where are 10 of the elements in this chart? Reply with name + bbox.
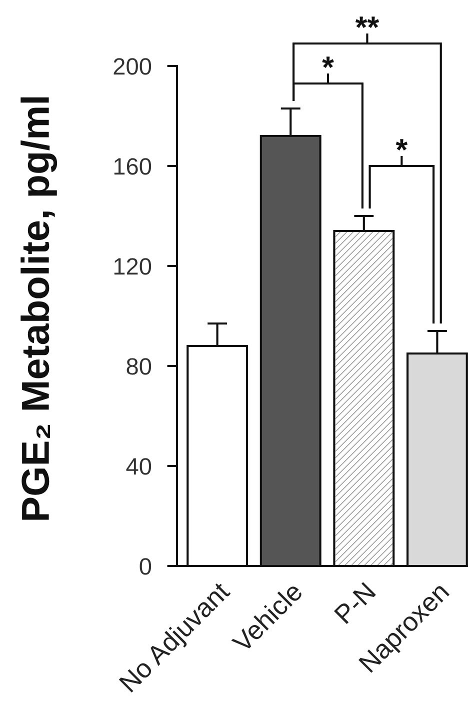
y-tick-label: 160 bbox=[114, 158, 152, 175]
text: ** bbox=[355, 16, 380, 28]
y-tick-label: 80 bbox=[126, 358, 152, 375]
y-tick-label: 120 bbox=[114, 258, 152, 275]
y-tick-label: 200 bbox=[114, 58, 152, 75]
y-tick-label: 40 bbox=[126, 458, 152, 475]
y-axis-title: PGE₂ Metabolite, pg/ml bbox=[20, 97, 58, 520]
annotation: * bbox=[396, 139, 408, 151]
y-tick-label: 0 bbox=[140, 558, 152, 575]
annotation: * bbox=[322, 56, 334, 68]
